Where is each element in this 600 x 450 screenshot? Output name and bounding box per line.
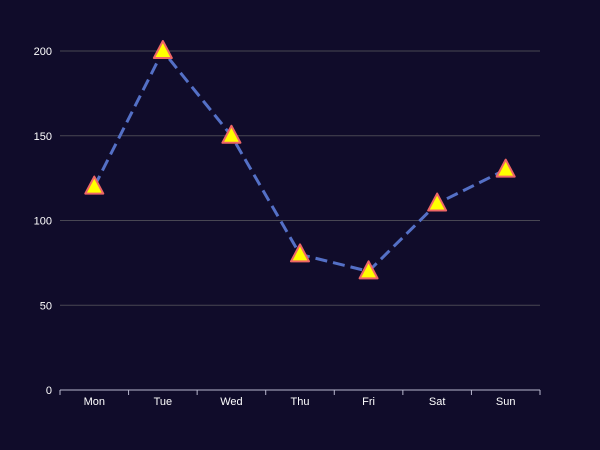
y-axis-labels: 0 50 100 150 200 xyxy=(34,46,52,397)
gridlines xyxy=(60,50,540,306)
marker-group xyxy=(84,40,516,280)
data-point-sun[interactable] xyxy=(495,158,516,178)
x-tick-label-tue: Tue xyxy=(154,396,173,408)
y-tick-label: 150 xyxy=(34,131,52,143)
data-point-fri[interactable] xyxy=(358,260,379,280)
x-tick-label-thu: Thu xyxy=(291,396,310,408)
y-tick-label: 0 xyxy=(46,385,52,397)
x-tick-label-sun: Sun xyxy=(496,396,516,408)
x-axis-labels: Mon Tue Wed Thu Fri Sat Sun xyxy=(84,396,516,408)
x-tick-label-mon: Mon xyxy=(84,396,105,408)
y-tick-label: 100 xyxy=(34,216,52,228)
data-point-sat[interactable] xyxy=(427,192,448,212)
x-tick-label-sat: Sat xyxy=(429,396,446,408)
data-point-mon[interactable] xyxy=(84,175,105,195)
data-point-thu[interactable] xyxy=(290,243,310,263)
x-tick-label-fri: Fri xyxy=(362,396,375,408)
data-point-wed[interactable] xyxy=(221,124,242,144)
y-tick-label: 200 xyxy=(34,46,52,58)
x-axis xyxy=(59,389,541,395)
data-point-tue[interactable] xyxy=(152,40,173,59)
x-tick-label-wed: Wed xyxy=(220,396,242,408)
y-tick-label: 50 xyxy=(40,300,52,312)
